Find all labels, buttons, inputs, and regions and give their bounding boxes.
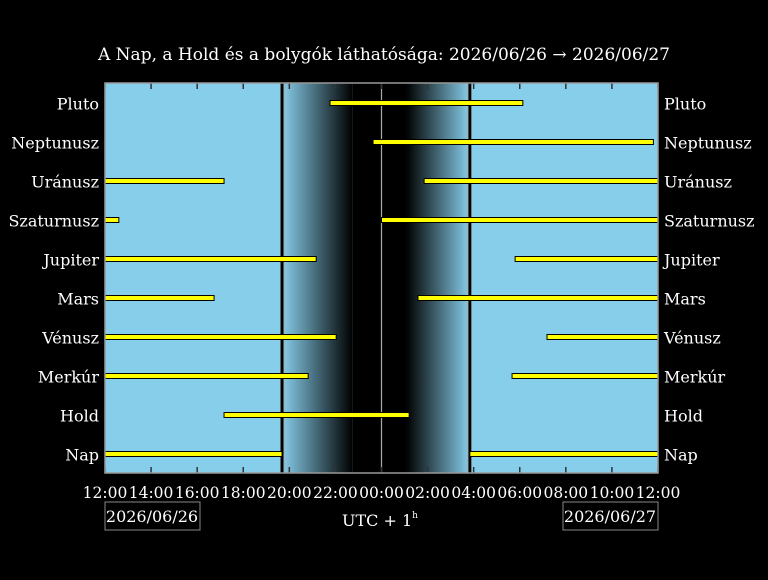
- x-axis-label: UTC + 1h: [342, 511, 418, 530]
- x-tick-label: 22:00: [313, 484, 358, 502]
- row-label-right: Hold: [664, 407, 703, 426]
- date-right: 2026/06/27: [564, 507, 656, 526]
- x-tick-label: 18:00: [221, 484, 266, 502]
- x-tick-label: 12:00: [83, 484, 128, 502]
- row-label-left: Pluto: [57, 95, 99, 114]
- visibility-bar: [104, 334, 337, 340]
- x-tick-label: 12:00: [636, 484, 681, 502]
- night-band: [352, 83, 407, 473]
- visibility-bar: [514, 256, 659, 262]
- row-label-left: Merkúr: [38, 368, 100, 387]
- row-label-left: Hold: [60, 407, 99, 426]
- visibility-bar: [329, 100, 524, 106]
- visibility-bar: [104, 373, 309, 379]
- x-tick-labels: 12:00 14:00 16:00 18:00 20:00 22:00 00:00 02:00…: [83, 484, 681, 502]
- row-label-right: Uránusz: [664, 173, 732, 192]
- visibility-bar: [511, 373, 659, 379]
- row-label-right: Pluto: [664, 95, 706, 114]
- visibility-bar: [104, 256, 317, 262]
- chart-title: A Nap, a Hold és a bolygók láthatósága: …: [97, 45, 670, 65]
- row-labels: Pluto Pluto Neptunusz Neptunusz Uránusz Uránu…: [8, 95, 754, 465]
- row-label-right: Vénusz: [663, 329, 721, 348]
- row-label-right: Neptunusz: [664, 134, 752, 153]
- plot-frame: [104, 82, 659, 474]
- visibility-bar: [104, 178, 225, 184]
- row-label-left: Mars: [57, 290, 99, 309]
- visibility-bar: [104, 217, 120, 223]
- visibility-bar: [469, 451, 659, 457]
- plot-area: [104, 82, 659, 474]
- visibility-bar: [223, 412, 410, 418]
- row-label-left: Szaturnusz: [8, 212, 99, 231]
- x-tick-label: 00:00: [359, 484, 404, 502]
- row-label-right: Nap: [664, 446, 698, 465]
- visibility-bar: [417, 295, 659, 301]
- x-tick-label: 08:00: [543, 484, 588, 502]
- x-tick-label: 10:00: [590, 484, 635, 502]
- evening-twilight: [282, 83, 353, 473]
- row-label-right: Szaturnusz: [664, 212, 755, 231]
- morning-twilight: [406, 83, 470, 473]
- visibility-bar: [372, 139, 654, 145]
- x-tick-label: 06:00: [497, 484, 542, 502]
- visibility-bar: [104, 451, 283, 457]
- date-right-box: [562, 501, 659, 531]
- x-tick-label: 14:00: [129, 484, 174, 502]
- visibility-bar: [381, 217, 659, 223]
- row-label-left: Uránusz: [31, 173, 99, 192]
- date-left-box: [104, 501, 201, 531]
- x-axis-label-text: UTC + 1: [342, 511, 412, 530]
- visibility-bar: [104, 295, 215, 301]
- x-axis-label-sup: h: [412, 511, 418, 521]
- row-label-left: Nap: [65, 446, 99, 465]
- row-label-right: Mars: [664, 290, 706, 309]
- visibility-bar: [423, 178, 659, 184]
- row-label-right: Jupiter: [662, 251, 720, 270]
- date-left: 2026/06/26: [106, 507, 198, 526]
- x-tick-label: 16:00: [175, 484, 220, 502]
- x-tick-label: 20:00: [267, 484, 312, 502]
- row-label-left: Vénusz: [41, 329, 99, 348]
- row-label-left: Neptunusz: [11, 134, 99, 153]
- row-label-right: Merkúr: [664, 368, 726, 387]
- visibility-bar: [546, 334, 659, 340]
- row-label-left: Jupiter: [41, 251, 99, 270]
- x-tick-label: 02:00: [405, 484, 450, 502]
- x-tick-label: 04:00: [451, 484, 496, 502]
